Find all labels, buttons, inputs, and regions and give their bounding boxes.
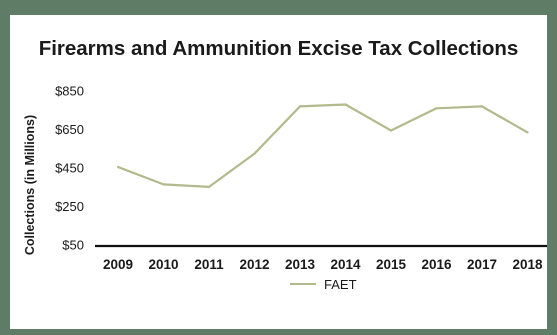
y-tick-label: $250 [55,199,84,214]
y-tick-label: $50 [62,238,84,253]
data-point [480,105,484,108]
chart-title: Firearms and Ammunition Excise Tax Colle… [38,37,519,60]
x-tick-label: 2018 [512,257,543,272]
data-point [116,165,120,169]
x-tick-label: 2011 [194,257,224,272]
y-tick-label: $850 [55,84,84,99]
chart-panel: Firearms and Ammunition Excise Tax Colle… [10,15,547,329]
data-point [298,105,302,108]
data-point [526,131,529,134]
data-point [435,107,438,110]
legend-label-faet: FAET [324,276,357,292]
legend-swatch-faet [290,283,316,285]
data-point [389,129,393,132]
series-line-faet [117,103,529,188]
line-chart: $850 $650 $450 $250 $50 2009 2010 2011 2012 2013 2… [55,84,547,272]
x-tick-label: 2012 [239,257,269,272]
x-tick-label: 2013 [285,257,316,272]
legend: FAET [290,276,357,292]
y-tick-label: $450 [55,161,84,176]
x-tick-label: 2016 [421,257,452,272]
x-tick-label: 2017 [467,257,497,272]
y-tick-label: $650 [55,122,84,137]
x-tick-label: 2014 [330,257,361,272]
x-tick-label: 2010 [148,257,178,272]
x-tick-label: 2015 [376,257,407,272]
data-point [253,152,256,155]
data-point [162,183,165,186]
data-point [344,103,347,106]
x-tick-label: 2009 [103,257,133,272]
data-point [207,185,211,188]
